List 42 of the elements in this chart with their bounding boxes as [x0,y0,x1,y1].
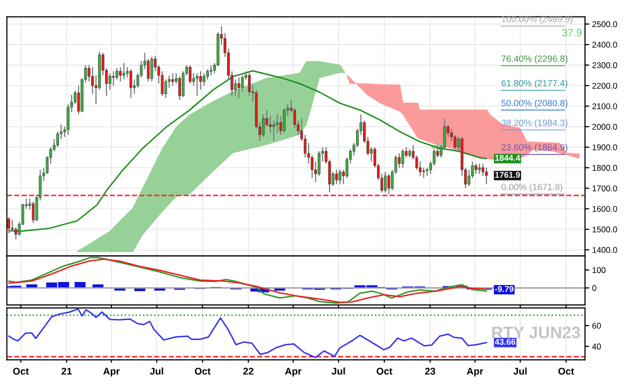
x-tick-label: 23 [425,368,436,375]
annotation: 37.9 [562,29,582,36]
ref-line-label: 38.20% (1984.3) [502,119,568,128]
text: RTY JUN23 [492,326,580,338]
ref-line-label: 50.00% (2080.8) [502,100,568,108]
ref-line-label: 100.00% (2489.9) [502,16,572,24]
x-tick-label: Jul [513,367,527,375]
y-tick-label: 1900.0 [592,144,618,150]
y-tick-label: 1600.0 [592,206,618,212]
y-tick-label: 1700.0 [592,185,618,192]
x-tick-label: 21 [62,368,72,375]
ref-line-label: 0.00% (1671.8) [502,184,562,192]
y-tick-label: 0 [592,285,596,292]
x-tick-label: Oct [194,368,211,375]
ref-line-label: 23.60% (1864.9) [502,144,568,152]
x-tick-label: Apr [466,368,484,377]
y-tick-label: 2000.0 [592,124,618,130]
y-tick-label: 100 [592,267,606,274]
x-tick-label: 22 [243,368,254,375]
ref-line-label: 76.40% (2296.8) [502,55,568,64]
x-tick-label: Oct [558,368,574,375]
annotation: 1761.9 [495,172,520,178]
y-tick-label: 2500.0 [592,21,618,28]
x-tick-label: Oct [376,368,392,375]
x-tick-label: Jul [150,367,164,375]
y-tick-label: 1500.0 [592,226,618,232]
y-tick-label: 2400.0 [592,42,618,48]
x-tick-label: Apr [285,368,302,377]
y-tick-label: 40 [592,344,601,350]
y-tick-label: 2100.0 [592,103,618,110]
y-tick-label: 1400.0 [592,247,618,253]
y-tick-label: 2300.0 [592,62,618,68]
annotation: 43.66 [494,338,516,345]
annotation: -9.79 [495,286,514,292]
y-tick-label: 1800.0 [592,164,618,171]
y-tick-label: 60 [592,322,601,329]
x-tick-label: Jul [332,367,345,375]
x-tick-label: Oct [13,368,29,375]
ref-line-label: 61.80% (2177.4) [502,80,568,88]
annotation: 1844.4 [495,154,520,161]
x-tick-label: Apr [103,368,120,377]
y-tick-label: 2200.0 [592,82,618,89]
